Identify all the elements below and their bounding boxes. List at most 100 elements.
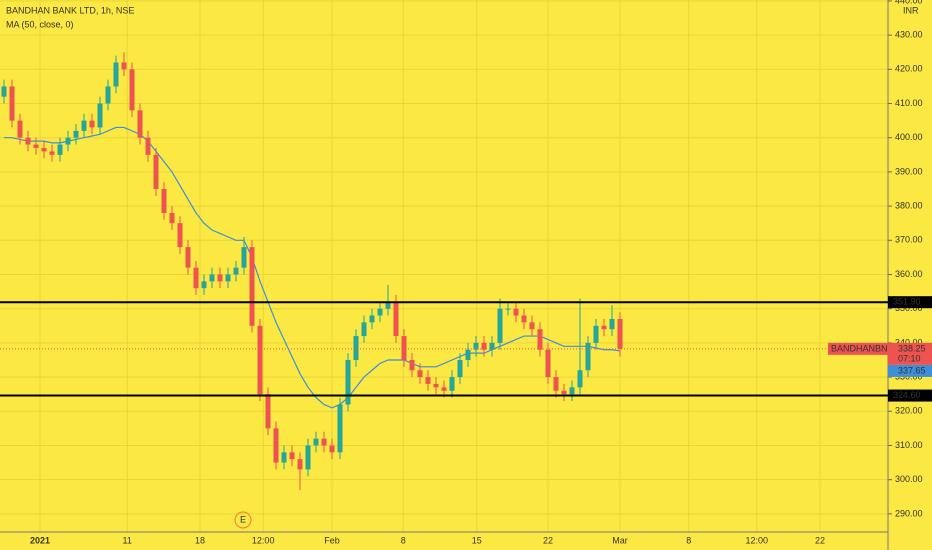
y-tick-label: 420.00 <box>895 64 923 74</box>
candle-body <box>169 212 175 224</box>
candle-body <box>105 86 111 104</box>
x-tick-label: 11 <box>123 535 132 545</box>
candle-body <box>145 137 151 155</box>
candle-body <box>353 336 359 360</box>
price-tag-label: 324.60 <box>893 390 921 400</box>
candle-body <box>249 247 255 326</box>
candle-body <box>537 329 543 350</box>
x-tick-label: 8 <box>686 535 691 545</box>
ma-tag-label: 337.65 <box>898 365 926 375</box>
candle-body <box>385 301 391 309</box>
candle-body <box>25 137 31 145</box>
candle-body <box>137 110 143 138</box>
y-tick-label: 310.00 <box>895 440 923 450</box>
candle-body <box>233 267 239 275</box>
y-tick-label: 290.00 <box>895 508 923 518</box>
candle-body <box>545 349 551 378</box>
candle-body <box>425 377 431 384</box>
candle-body <box>569 387 575 395</box>
candle-body <box>577 370 583 388</box>
candle-body <box>505 308 511 310</box>
candle-body <box>113 62 119 87</box>
x-tick-label: Mar <box>612 535 628 545</box>
y-tick-label: 400.00 <box>895 132 923 142</box>
candle-body <box>449 377 455 391</box>
candle-body <box>313 438 319 446</box>
candle-body <box>241 247 247 268</box>
candle-body <box>433 383 439 388</box>
candle-body <box>177 223 183 248</box>
x-tick-label: 8 <box>401 535 406 545</box>
chart-title: BANDHAN BANK LTD, 1h, NSE <box>6 5 134 15</box>
candle-body <box>193 267 199 289</box>
candle-body <box>89 120 95 128</box>
ma-line <box>4 126 621 409</box>
x-tick-label: 15 <box>472 535 482 545</box>
event-marker-label: E <box>240 514 246 524</box>
currency-label: INR <box>903 5 919 15</box>
last-price-tag <box>888 342 932 365</box>
candle-body <box>225 274 231 282</box>
candle-body <box>473 342 479 350</box>
candle-body <box>593 325 599 343</box>
candle-body <box>41 147 47 152</box>
candle-body <box>393 301 399 337</box>
symbol-tag-label: BANDHANBNK <box>831 343 894 353</box>
candle-body <box>289 452 295 460</box>
candle-body <box>209 274 215 282</box>
candle-body <box>121 62 127 70</box>
candle-body <box>497 308 503 343</box>
candle-body <box>57 144 63 155</box>
candle-body <box>297 459 303 470</box>
y-tick-label: 340.00 <box>895 337 923 347</box>
candle-body <box>481 342 487 350</box>
symbol-tag <box>828 342 888 355</box>
candle-body <box>73 130 79 138</box>
last-price-label: 338.25 <box>898 343 926 353</box>
candle-body <box>561 390 567 395</box>
candle-body <box>529 322 535 330</box>
candle-body <box>457 359 463 378</box>
candle-body <box>521 315 527 323</box>
y-tick-label: 410.00 <box>895 98 923 108</box>
candle-body <box>553 377 559 391</box>
candle-body <box>417 370 423 378</box>
ma-tag <box>888 364 932 377</box>
candle-body <box>617 318 623 349</box>
x-tick-label: 22 <box>543 535 553 545</box>
y-tick-label: 370.00 <box>895 235 923 245</box>
candle-body <box>513 308 519 316</box>
x-tick-label: 2021 <box>30 535 50 545</box>
candle-body <box>257 325 263 395</box>
x-tick-label: Feb <box>324 535 340 545</box>
candle-body <box>401 336 407 360</box>
candle-body <box>273 428 279 463</box>
candle-body <box>81 120 87 131</box>
candle-body <box>601 325 607 330</box>
y-tick-label: 430.00 <box>895 29 923 39</box>
candle-body <box>97 103 103 128</box>
price-tag <box>888 389 932 402</box>
candle-body <box>329 445 335 453</box>
candle-body <box>129 69 135 111</box>
candle-body <box>201 281 207 289</box>
candle-body <box>609 318 615 330</box>
y-tick-label: 440.00 <box>895 0 923 5</box>
candle-body <box>345 359 351 405</box>
candle-body <box>217 274 223 282</box>
event-marker <box>234 511 252 529</box>
candle-body <box>49 151 55 155</box>
candle-body <box>377 308 383 316</box>
candle-body <box>33 144 39 148</box>
candle-body <box>1 86 7 97</box>
y-tick-label: 320.00 <box>895 406 923 416</box>
x-tick-label: 22 <box>815 535 825 545</box>
candle-body <box>465 349 471 360</box>
candle-body <box>153 154 159 190</box>
countdown-label: 07:10 <box>898 353 921 363</box>
candle-body <box>337 404 343 453</box>
candle-body <box>489 342 495 350</box>
candle-body <box>369 315 375 323</box>
candle-body <box>321 438 327 446</box>
